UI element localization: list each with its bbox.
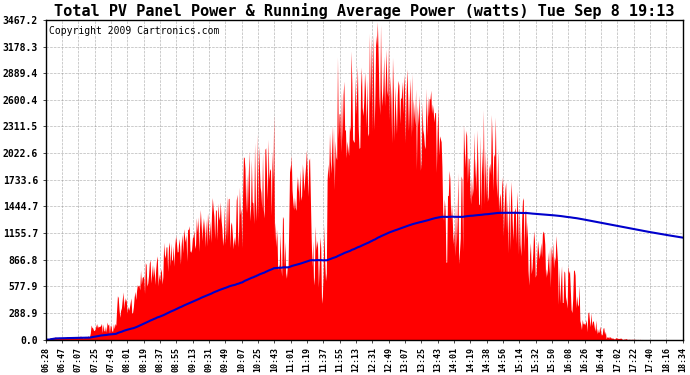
Title: Total PV Panel Power & Running Average Power (watts) Tue Sep 8 19:13: Total PV Panel Power & Running Average P… xyxy=(54,3,674,19)
Text: Copyright 2009 Cartronics.com: Copyright 2009 Cartronics.com xyxy=(49,26,219,36)
